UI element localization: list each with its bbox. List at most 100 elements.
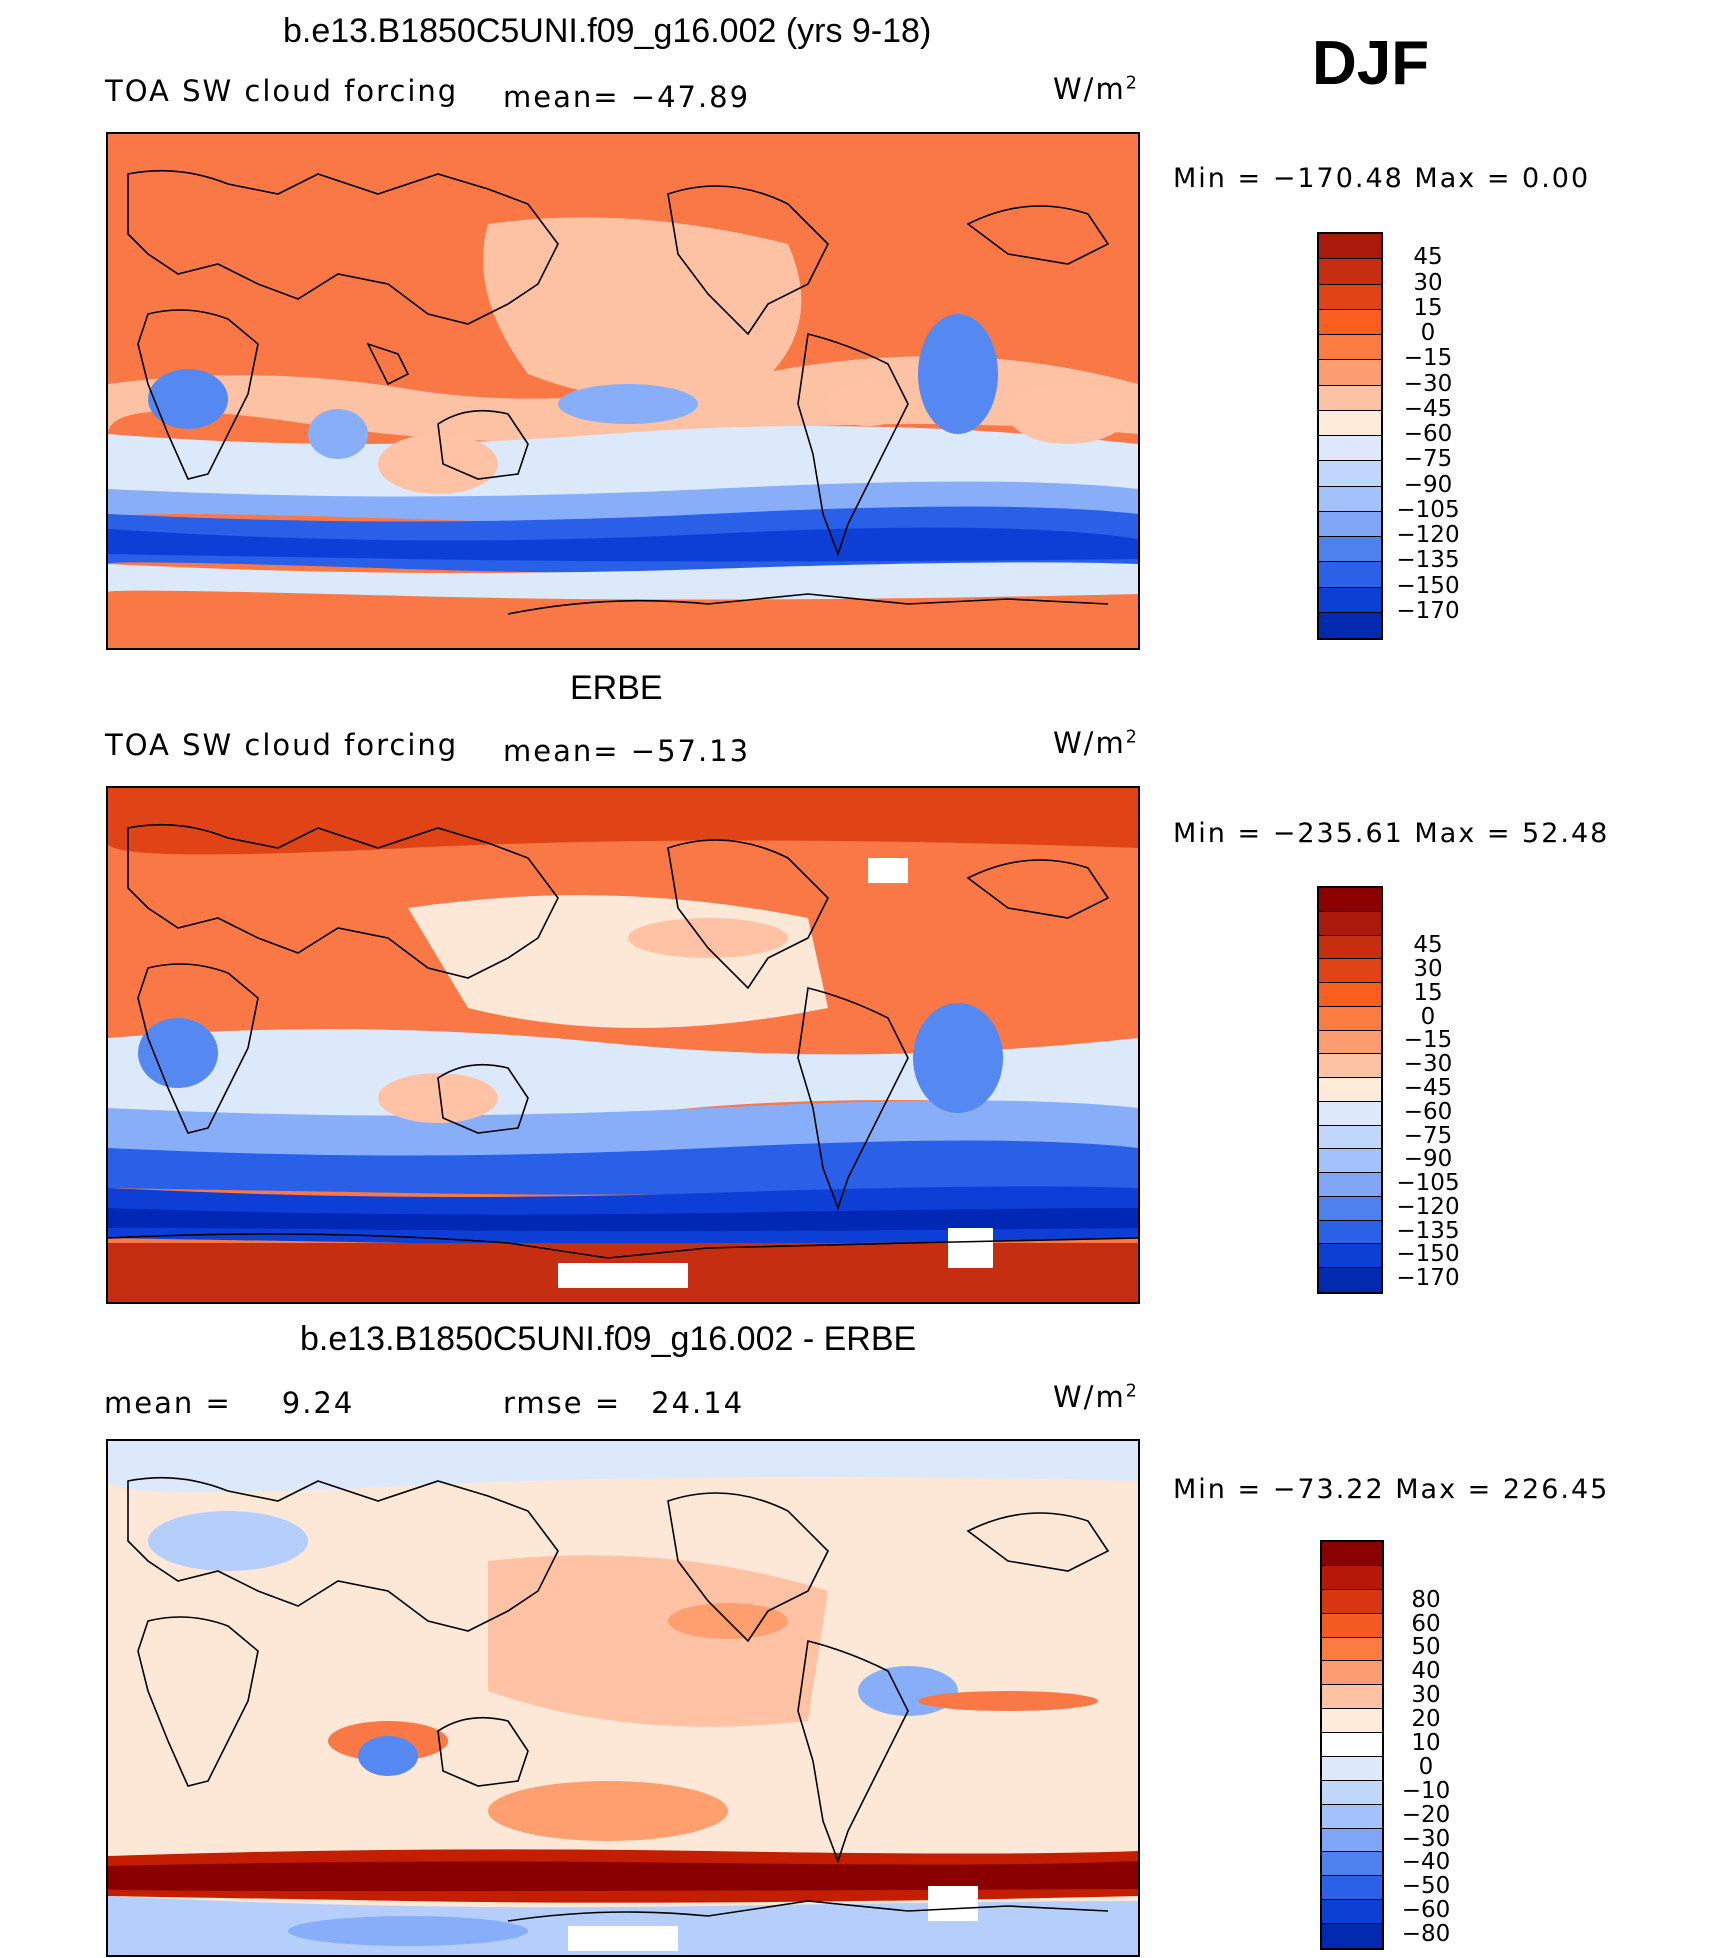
colorbar-segment xyxy=(1322,1828,1382,1853)
colorbar-level-label: −90 xyxy=(1403,471,1453,498)
colorbar-level-label: −170 xyxy=(1396,597,1460,624)
colorbar-segment xyxy=(1322,1709,1382,1733)
colorbar-level-label: −135 xyxy=(1396,1217,1460,1244)
colorbar-level-label: 30 xyxy=(1411,1682,1441,1709)
colorbar-level-label: 45 xyxy=(1413,932,1443,959)
colorbar-segment xyxy=(1319,888,1381,912)
colorbar-level-label: 50 xyxy=(1411,1634,1441,1661)
colorbar-level-label: 30 xyxy=(1413,956,1443,983)
colorbar-segment xyxy=(1322,1924,1382,1948)
panel-2-title: ERBE xyxy=(570,669,663,707)
colorbar-level-label: 0 xyxy=(1420,320,1436,346)
colorbar-segment xyxy=(1319,1125,1381,1150)
colorbar-segment xyxy=(1319,486,1381,512)
colorbar-segment xyxy=(1319,562,1381,588)
colorbar-level-label: 30 xyxy=(1413,269,1443,296)
colorbar-level-label: 0 xyxy=(1418,1753,1434,1780)
colorbar-level-label: 60 xyxy=(1411,1610,1441,1637)
panel-1-map xyxy=(106,132,1140,650)
colorbar-level-label: −150 xyxy=(1396,1241,1460,1268)
colorbar-level-label: 15 xyxy=(1413,979,1443,1006)
colorbar-segment xyxy=(1319,234,1381,260)
panel-3-minmax: Min = −73.22 Max = 226.45 xyxy=(1173,1474,1610,1505)
colorbar-segment xyxy=(1319,537,1381,563)
colorbar-segment xyxy=(1319,1006,1381,1031)
colorbar-level-label: −15 xyxy=(1403,345,1453,372)
colorbar-segment xyxy=(1319,983,1381,1007)
panel-2-units: W/m2 xyxy=(1053,726,1139,760)
colorbar-segment xyxy=(1319,1220,1381,1245)
panel-1-colorbar xyxy=(1317,232,1383,640)
panel-3-colorbar xyxy=(1320,1540,1384,1950)
colorbar-segment xyxy=(1319,587,1381,613)
panel-2-map xyxy=(106,786,1140,1304)
colorbar-segment xyxy=(1322,1804,1382,1829)
colorbar-level-label: −45 xyxy=(1403,1075,1453,1101)
colorbar-level-label: −105 xyxy=(1396,496,1460,523)
colorbar-segment xyxy=(1319,1268,1381,1292)
colorbar-level-label: 10 xyxy=(1411,1730,1441,1756)
colorbar-level-label: −75 xyxy=(1403,1122,1453,1149)
colorbar-segment xyxy=(1319,335,1381,361)
colorbar-segment xyxy=(1319,461,1381,487)
colorbar-segment xyxy=(1322,1542,1382,1566)
panel-3-mean: mean = 9.24 xyxy=(104,1386,355,1420)
colorbar-level-label: −75 xyxy=(1403,446,1453,473)
colorbar-level-label: −30 xyxy=(1401,1825,1451,1852)
colorbar-level-label: 80 xyxy=(1411,1586,1441,1613)
colorbar-segment xyxy=(1319,360,1381,386)
colorbar-level-label: −60 xyxy=(1401,1897,1451,1924)
colorbar-segment xyxy=(1322,1852,1382,1877)
colorbar-segment xyxy=(1319,959,1381,983)
panel-1-colorbar-labels: 45 30 15 0 −15 −30 −45 −60 −75 −90 −105 −120 −135 −15… xyxy=(1383,232,1483,636)
colorbar-level-label: −10 xyxy=(1401,1777,1451,1804)
colorbar-level-label: −20 xyxy=(1401,1801,1451,1828)
panel-2-variable-label: TOA SW cloud forcing xyxy=(105,728,459,762)
colorbar-level-label: −30 xyxy=(1403,370,1453,397)
panel-3-rmse: rmse = 24.14 xyxy=(503,1386,745,1420)
colorbar-segment xyxy=(1322,1733,1382,1757)
colorbar-segment xyxy=(1322,1613,1382,1638)
colorbar-level-label: −135 xyxy=(1396,547,1460,574)
colorbar-segment xyxy=(1319,385,1381,411)
colorbar-segment xyxy=(1322,1756,1382,1781)
colorbar-level-label: 40 xyxy=(1411,1658,1441,1685)
colorbar-segment xyxy=(1322,1900,1382,1924)
colorbar-level-label: −45 xyxy=(1403,395,1453,422)
colorbar-segment xyxy=(1319,436,1381,462)
colorbar-level-label: 0 xyxy=(1420,1003,1436,1030)
colorbar-level-label: −60 xyxy=(1403,421,1453,447)
colorbar-level-label: −120 xyxy=(1396,1193,1460,1220)
colorbar-level-label: 20 xyxy=(1411,1706,1441,1733)
panel-1-variable-label: TOA SW cloud forcing xyxy=(105,74,459,108)
colorbar-segment xyxy=(1322,1637,1382,1662)
colorbar-segment xyxy=(1322,1589,1382,1614)
colorbar-segment xyxy=(1319,911,1381,936)
colorbar-segment xyxy=(1319,612,1381,638)
colorbar-segment xyxy=(1319,410,1381,436)
season-label: DJF xyxy=(1312,29,1430,98)
panel-1-mean: mean= −47.89 xyxy=(503,80,751,114)
colorbar-level-label: 45 xyxy=(1413,244,1443,271)
panel-1-minmax: Min = −170.48 Max = 0.00 xyxy=(1173,163,1591,194)
colorbar-segment xyxy=(1319,1173,1381,1197)
colorbar-segment xyxy=(1322,1685,1382,1710)
colorbar-segment xyxy=(1319,1078,1381,1102)
panel-1-units: W/m2 xyxy=(1053,72,1139,106)
colorbar-level-label: −105 xyxy=(1396,1170,1460,1197)
panel-1-title: b.e13.B1850C5UNI.f09_g16.002 (yrs 9-18) xyxy=(283,12,932,50)
colorbar-level-label: −60 xyxy=(1403,1098,1453,1125)
panel-2-mean: mean= −57.13 xyxy=(503,734,751,768)
colorbar-segment xyxy=(1319,259,1381,285)
panel-2-minmax: Min = −235.61 Max = 52.48 xyxy=(1173,818,1610,849)
colorbar-segment xyxy=(1319,1101,1381,1126)
colorbar-level-label: −90 xyxy=(1403,1146,1453,1173)
colorbar-segment xyxy=(1322,1780,1382,1805)
colorbar-segment xyxy=(1322,1876,1382,1901)
colorbar-level-label: −150 xyxy=(1396,572,1460,599)
colorbar-level-label: 15 xyxy=(1413,294,1443,321)
colorbar-level-label: −40 xyxy=(1401,1849,1451,1876)
colorbar-segment xyxy=(1319,1149,1381,1173)
colorbar-segment xyxy=(1319,935,1381,960)
colorbar-segment xyxy=(1319,1244,1381,1268)
